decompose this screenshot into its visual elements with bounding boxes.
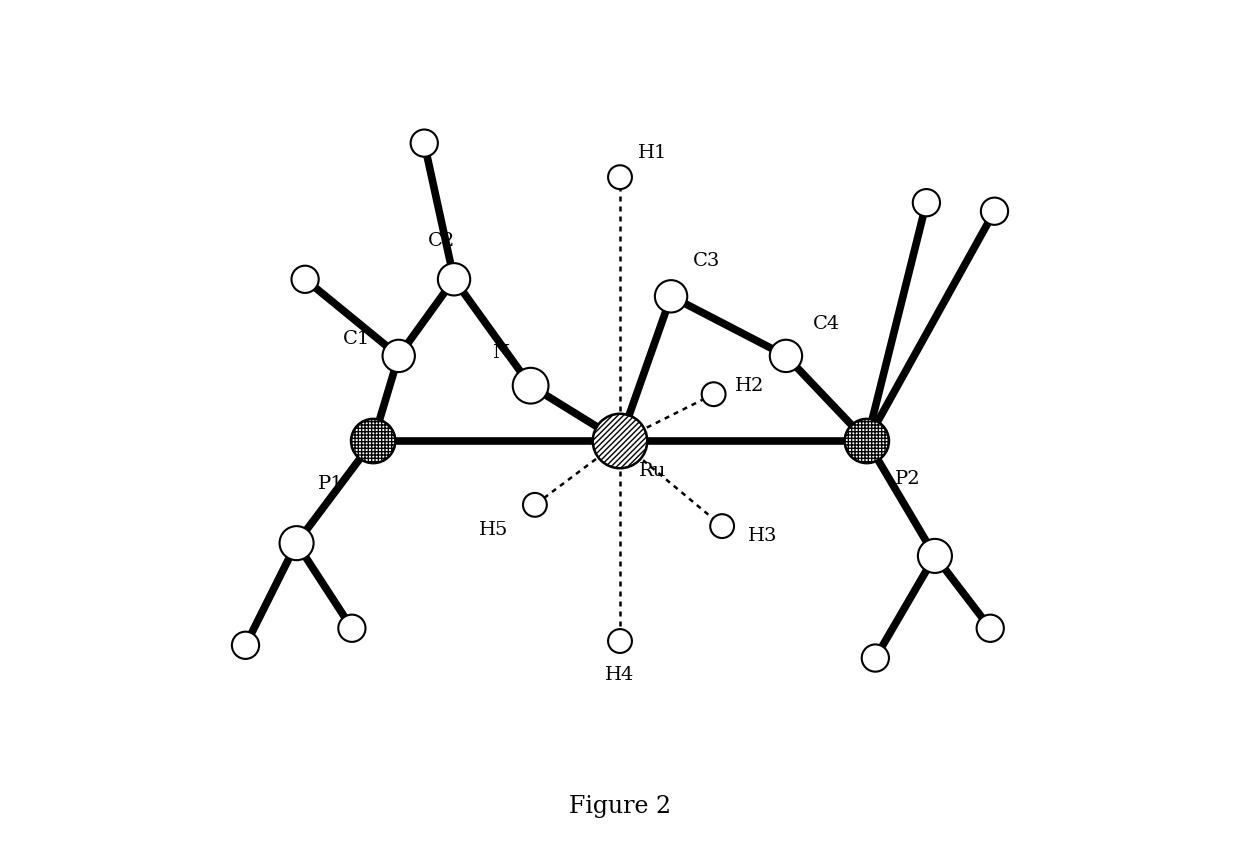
Circle shape [351,419,396,463]
Circle shape [279,526,314,561]
Text: Ru: Ru [639,462,666,480]
Text: C2: C2 [428,232,455,250]
Circle shape [977,615,1004,642]
Circle shape [608,165,632,189]
Circle shape [981,197,1008,225]
Circle shape [770,340,802,372]
Text: P2: P2 [895,471,920,489]
Circle shape [410,130,438,157]
Text: H3: H3 [748,528,777,545]
Circle shape [232,631,259,659]
Circle shape [711,514,734,538]
Text: H5: H5 [480,522,508,540]
Text: H2: H2 [734,376,764,394]
Circle shape [593,413,647,468]
Circle shape [513,368,548,404]
Text: C4: C4 [813,315,841,332]
Circle shape [291,266,319,293]
Circle shape [918,539,952,573]
Circle shape [913,189,940,216]
Text: Figure 2: Figure 2 [569,796,671,818]
Text: C1: C1 [342,330,370,348]
Circle shape [608,629,632,653]
Circle shape [438,263,470,296]
Circle shape [383,340,415,372]
Circle shape [862,644,889,671]
Text: N: N [492,344,510,362]
Circle shape [655,280,687,312]
Circle shape [523,493,547,516]
Circle shape [844,419,889,463]
Text: H4: H4 [605,666,635,684]
Circle shape [702,382,725,406]
Text: P1: P1 [317,475,343,492]
Text: C3: C3 [693,252,720,270]
Circle shape [339,615,366,642]
Text: H1: H1 [637,144,667,163]
